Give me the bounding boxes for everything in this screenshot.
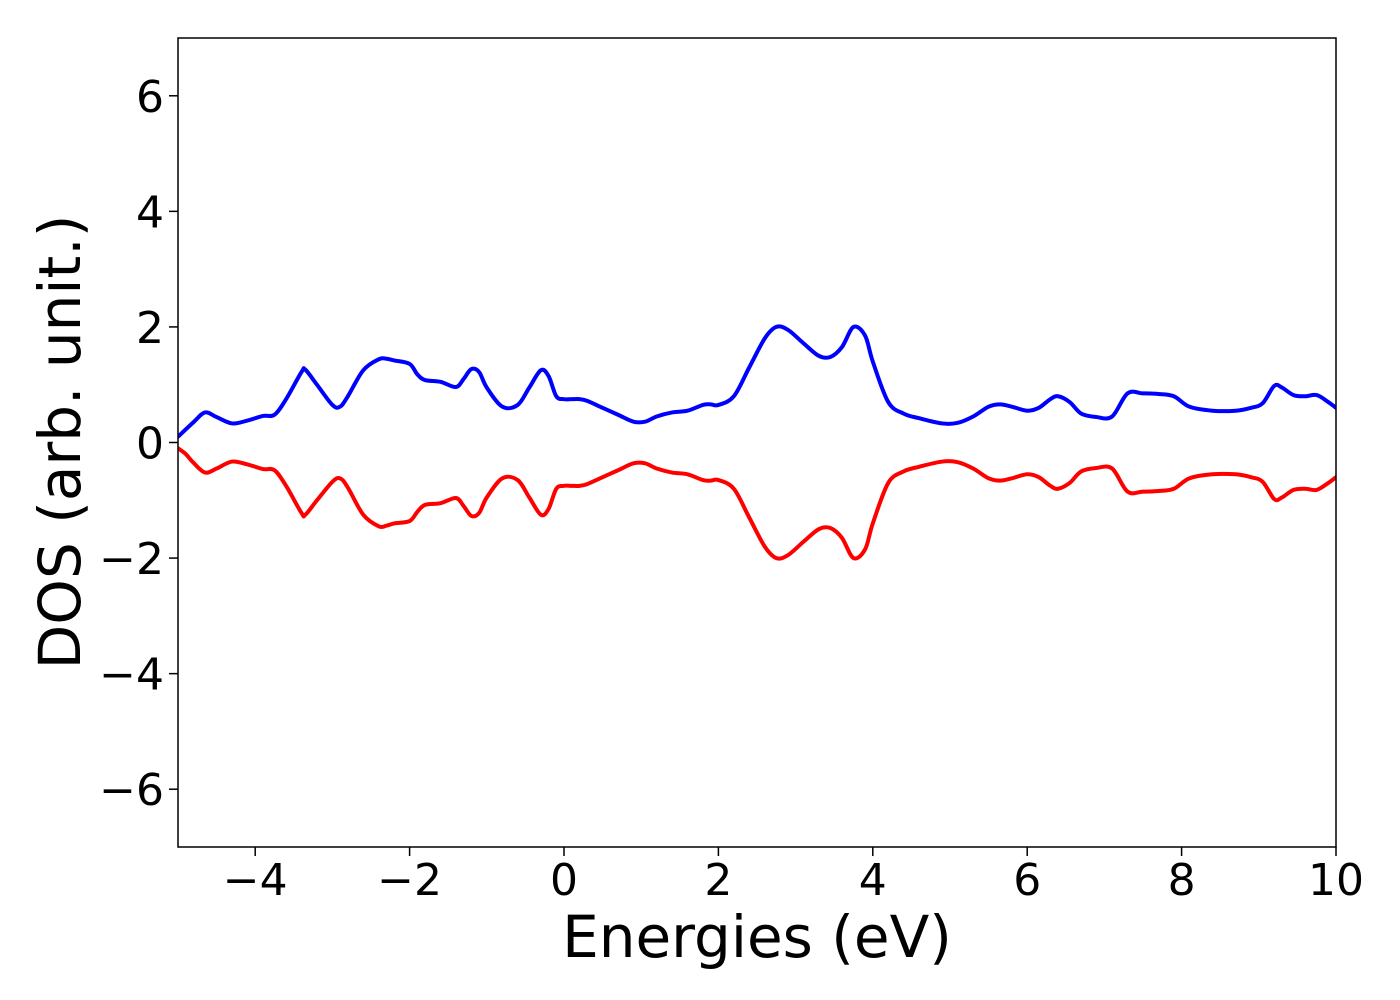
y-tick-label: −2 — [99, 534, 164, 585]
y-tick-label: −6 — [99, 765, 164, 816]
y-axis-label: DOS (arb. unit.) — [26, 215, 94, 670]
x-tick-label: 0 — [550, 855, 578, 906]
y-tick-label: −4 — [99, 650, 164, 701]
y-axis: −6 −4 −2 0 2 4 6 — [99, 72, 178, 816]
dos-series-line-2 — [178, 446, 1336, 561]
x-tick-label: 8 — [1168, 855, 1196, 906]
series-layer — [178, 324, 1336, 561]
x-tick-label: 4 — [859, 855, 887, 906]
x-tick-label: 6 — [1013, 855, 1041, 906]
y-tick-label: 4 — [136, 187, 164, 238]
y-tick-label: 2 — [136, 303, 164, 354]
x-tick-label: −4 — [223, 855, 288, 906]
x-axis: −4 −2 0 2 4 6 8 10 — [223, 847, 1364, 906]
y-tick-label: 6 — [136, 72, 164, 123]
y-tick-label: 0 — [136, 419, 164, 470]
x-axis-label: Energies (eV) — [562, 903, 952, 971]
x-tick-label: 10 — [1308, 855, 1364, 906]
dos-series-line-1 — [178, 324, 1336, 439]
x-tick-label: −2 — [377, 855, 442, 906]
x-tick-label: 2 — [704, 855, 732, 906]
